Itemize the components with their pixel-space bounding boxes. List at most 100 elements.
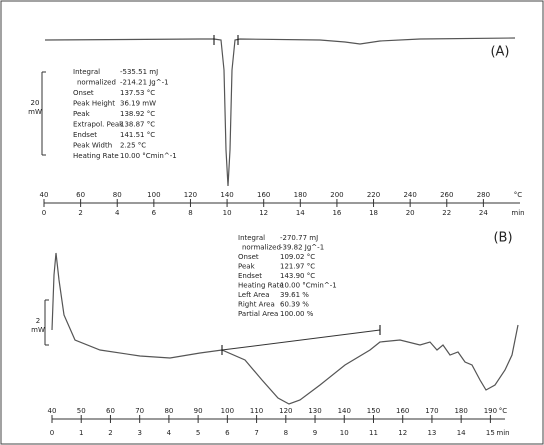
result-value: 109.02 °C <box>280 253 315 261</box>
integration-limits-a <box>213 35 239 45</box>
result-name: Endset <box>73 131 97 139</box>
result-value: 121.97 °C <box>280 263 315 271</box>
result-name: Extrapol. Peak <box>73 121 124 129</box>
tick-label: 120 <box>184 191 197 199</box>
tick-label: 3 <box>137 429 141 437</box>
tick-label: 4 <box>167 429 172 437</box>
tick-label: 90 <box>194 407 203 415</box>
tick-label: 220 <box>367 191 380 199</box>
tick-label: 4 <box>115 209 120 217</box>
tick-label: 20 <box>406 209 415 217</box>
tick-label: 8 <box>188 209 192 217</box>
baseline-b <box>221 329 381 351</box>
tick-label: 260 <box>440 191 453 199</box>
curve-a <box>44 37 516 187</box>
tick-label: 22 <box>442 209 451 217</box>
panel-label: (A) <box>490 45 509 60</box>
result-name: Peak <box>238 263 256 271</box>
result-name: Left Area <box>238 291 270 299</box>
tick-label: 180 <box>294 191 307 199</box>
result-name: Partial Area <box>238 310 278 318</box>
tick-label: 13 <box>427 429 436 437</box>
tick-label: 180 <box>454 407 467 415</box>
axis-unit: min <box>496 429 509 437</box>
result-value: -39.82 Jg^-1 <box>280 244 324 252</box>
result-name: Peak <box>73 110 91 118</box>
scale-value: 2 <box>36 317 40 325</box>
tick-label: 80 <box>113 191 122 199</box>
result-value: 137.53 °C <box>120 89 155 97</box>
result-value: -214.21 Jg^-1 <box>120 79 169 87</box>
result-value: 138.92 °C <box>120 110 155 118</box>
tick-label: 170 <box>425 407 438 415</box>
tick-label: 80 <box>164 407 173 415</box>
tick-label: 15 <box>486 429 495 437</box>
tick-label: 100 <box>147 191 160 199</box>
tick-label: 100 <box>221 407 234 415</box>
result-value: 39.61 % <box>280 291 309 299</box>
tick-label: 0 <box>42 209 46 217</box>
tick-label: 120 <box>279 407 292 415</box>
tick-label: 190 <box>484 407 497 415</box>
result-name: Heating Rate <box>73 152 119 160</box>
tick-label: 6 <box>152 209 157 217</box>
scale-value: 20 <box>31 99 40 107</box>
result-name: Endset <box>238 272 262 280</box>
result-name: normalized <box>242 244 281 252</box>
tick-label: 70 <box>135 407 144 415</box>
tick-label: 6 <box>225 429 230 437</box>
tick-label: 16 <box>332 209 341 217</box>
tick-label: 40 <box>40 191 49 199</box>
tick-label: 14 <box>457 429 466 437</box>
tick-label: 7 <box>254 429 258 437</box>
tick-label: 9 <box>313 429 317 437</box>
tick-label: 12 <box>398 429 407 437</box>
result-name: Onset <box>238 253 259 261</box>
result-name: Right Area <box>238 301 275 309</box>
result-value: -535.51 mJ <box>120 68 158 76</box>
tick-label: 160 <box>396 407 409 415</box>
result-name: Peak Width <box>73 142 112 150</box>
tick-label: 240 <box>403 191 416 199</box>
tick-label: 0 <box>50 429 54 437</box>
tick-label: 140 <box>338 407 351 415</box>
tick-label: 200 <box>330 191 343 199</box>
axis-unit: °C <box>499 407 508 415</box>
panel-label: (B) <box>493 231 512 246</box>
result-value: 141.51 °C <box>120 131 155 139</box>
result-name: Heating Rate <box>238 282 284 290</box>
tick-label: 40 <box>48 407 57 415</box>
tick-label: 50 <box>77 407 86 415</box>
tick-label: 12 <box>259 209 268 217</box>
scale-bar-b <box>44 299 49 346</box>
curve-b <box>51 252 519 405</box>
result-value: 60.39 % <box>280 301 309 309</box>
result-name: Onset <box>73 89 94 97</box>
scale-bar-a <box>41 71 46 156</box>
axis-unit: °C <box>514 191 523 199</box>
scale-unit: mW <box>31 326 45 334</box>
result-value: 10.00 °Cmin^-1 <box>120 152 177 160</box>
tick-label: 2 <box>78 209 82 217</box>
result-name: Integral <box>238 234 265 242</box>
result-value: 100.00 % <box>280 310 314 318</box>
result-value: 36.19 mW <box>120 100 156 108</box>
tick-label: 140 <box>220 191 233 199</box>
result-value: -270.77 mJ <box>280 234 318 242</box>
tick-label: 150 <box>367 407 380 415</box>
result-value: 2.25 °C <box>120 142 146 150</box>
tick-label: 8 <box>284 429 288 437</box>
tick-label: 2 <box>108 429 112 437</box>
tick-label: 1 <box>79 429 83 437</box>
result-name: Integral <box>73 68 100 76</box>
tick-label: 5 <box>196 429 200 437</box>
tick-label: 10 <box>223 209 232 217</box>
tick-label: 18 <box>369 209 378 217</box>
tick-label: 60 <box>76 191 85 199</box>
tick-label: 60 <box>106 407 115 415</box>
integration-limits-b <box>221 325 381 355</box>
result-value: 10.00 °Cmin^-1 <box>280 282 337 290</box>
